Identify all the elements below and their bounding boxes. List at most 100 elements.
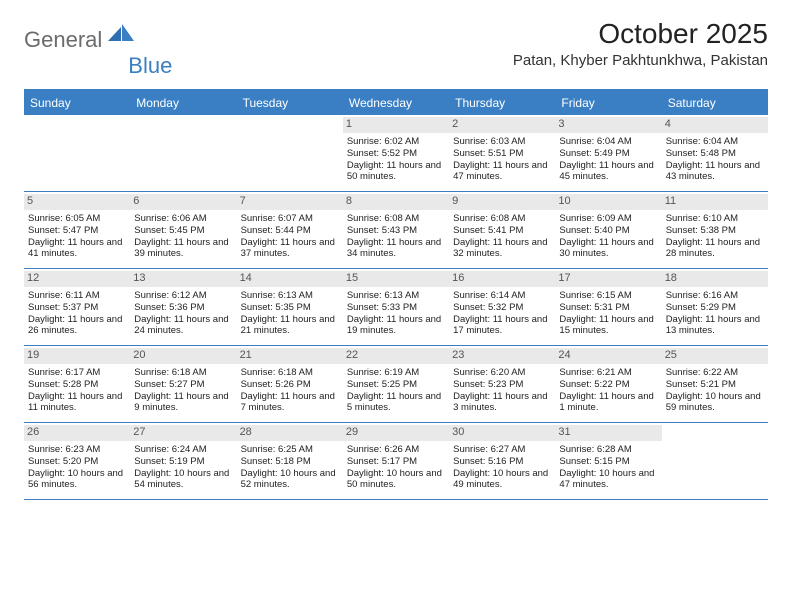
day-cell: 26Sunrise: 6:23 AMSunset: 5:20 PMDayligh… [24, 423, 130, 499]
day-number: 28 [237, 425, 343, 441]
sunrise-text: Sunrise: 6:06 AM [134, 213, 232, 225]
day-cell: 17Sunrise: 6:15 AMSunset: 5:31 PMDayligh… [555, 269, 661, 345]
day-number: 20 [130, 348, 236, 364]
daylight-text: Daylight: 11 hours and 9 minutes. [134, 391, 232, 415]
sunset-text: Sunset: 5:18 PM [241, 456, 339, 468]
day-number: 26 [24, 425, 130, 441]
daylight-text: Daylight: 11 hours and 34 minutes. [347, 237, 445, 261]
day-number: 16 [449, 271, 555, 287]
day-number: 21 [237, 348, 343, 364]
brand-logo: General [24, 24, 136, 55]
sunrise-text: Sunrise: 6:09 AM [559, 213, 657, 225]
day-cell [130, 115, 236, 191]
day-cell [662, 423, 768, 499]
brand-sail-icon [108, 24, 134, 47]
day-cell: 12Sunrise: 6:11 AMSunset: 5:37 PMDayligh… [24, 269, 130, 345]
daylight-text: Daylight: 10 hours and 52 minutes. [241, 468, 339, 492]
brand-name-a: General [24, 27, 102, 53]
day-number: 25 [662, 348, 768, 364]
sunset-text: Sunset: 5:27 PM [134, 379, 232, 391]
sunrise-text: Sunrise: 6:18 AM [134, 367, 232, 379]
day-cell: 10Sunrise: 6:09 AMSunset: 5:40 PMDayligh… [555, 192, 661, 268]
day-cell: 18Sunrise: 6:16 AMSunset: 5:29 PMDayligh… [662, 269, 768, 345]
sunrise-text: Sunrise: 6:17 AM [28, 367, 126, 379]
day-cell: 2 Sunrise: 6:03 AMSunset: 5:51 PMDaylight… [449, 115, 555, 191]
daylight-text: Daylight: 11 hours and 30 minutes. [559, 237, 657, 261]
daylight-text: Daylight: 10 hours and 49 minutes. [453, 468, 551, 492]
sunrise-text: Sunrise: 6:23 AM [28, 444, 126, 456]
week-row: 5Sunrise: 6:05 AMSunset: 5:47 PMDaylight… [24, 192, 768, 269]
day-cell: 7Sunrise: 6:07 AMSunset: 5:44 PMDaylight… [237, 192, 343, 268]
sunset-text: Sunset: 5:37 PM [28, 302, 126, 314]
sunrise-text: Sunrise: 6:28 AM [559, 444, 657, 456]
sunset-text: Sunset: 5:20 PM [28, 456, 126, 468]
sunset-text: Sunset: 5:41 PM [453, 225, 551, 237]
location-text: Patan, Khyber Pakhtunkhwa, Pakistan [513, 52, 768, 69]
daylight-text: Daylight: 11 hours and 21 minutes. [241, 314, 339, 338]
sunset-text: Sunset: 5:15 PM [559, 456, 657, 468]
daylight-text: Daylight: 11 hours and 15 minutes. [559, 314, 657, 338]
day-number: 2 [449, 117, 555, 133]
week-row: 12Sunrise: 6:11 AMSunset: 5:37 PMDayligh… [24, 269, 768, 346]
weekday-header: Saturday [662, 91, 768, 115]
day-cell: 31Sunrise: 6:28 AMSunset: 5:15 PMDayligh… [555, 423, 661, 499]
daylight-text: Daylight: 11 hours and 37 minutes. [241, 237, 339, 261]
day-number: 3 [555, 117, 661, 133]
day-cell: 23Sunrise: 6:20 AMSunset: 5:23 PMDayligh… [449, 346, 555, 422]
sunset-text: Sunset: 5:21 PM [666, 379, 764, 391]
daylight-text: Daylight: 11 hours and 41 minutes. [28, 237, 126, 261]
month-title: October 2025 [513, 18, 768, 50]
daylight-text: Daylight: 11 hours and 43 minutes. [666, 160, 764, 184]
sunset-text: Sunset: 5:19 PM [134, 456, 232, 468]
day-number: 5 [24, 194, 130, 210]
sunrise-text: Sunrise: 6:26 AM [347, 444, 445, 456]
title-block: October 2025 Patan, Khyber Pakhtunkhwa, … [513, 18, 768, 69]
daylight-text: Daylight: 10 hours and 54 minutes. [134, 468, 232, 492]
day-cell: 24Sunrise: 6:21 AMSunset: 5:22 PMDayligh… [555, 346, 661, 422]
weekday-header: Sunday [24, 91, 130, 115]
sunset-text: Sunset: 5:36 PM [134, 302, 232, 314]
day-cell: 20 Sunrise: 6:18 AMSunset: 5:27 PMDayligh… [130, 346, 236, 422]
sunrise-text: Sunrise: 6:11 AM [28, 290, 126, 302]
weekday-header: Tuesday [237, 91, 343, 115]
day-number: 6 [130, 194, 236, 210]
day-number: 14 [237, 271, 343, 287]
day-number: 1 [343, 117, 449, 133]
weekday-header-row: Sunday Monday Tuesday Wednesday Thursday… [24, 91, 768, 115]
sunrise-text: Sunrise: 6:21 AM [559, 367, 657, 379]
sunset-text: Sunset: 5:40 PM [559, 225, 657, 237]
daylight-text: Daylight: 11 hours and 1 minute. [559, 391, 657, 415]
day-cell: 29Sunrise: 6:26 AMSunset: 5:17 PMDayligh… [343, 423, 449, 499]
sunrise-text: Sunrise: 6:18 AM [241, 367, 339, 379]
day-cell: 4Sunrise: 6:04 AMSunset: 5:48 PMDaylight… [662, 115, 768, 191]
day-cell: 1Sunrise: 6:02 AMSunset: 5:52 PMDaylight… [343, 115, 449, 191]
day-number: 18 [662, 271, 768, 287]
day-cell: 19Sunrise: 6:17 AMSunset: 5:28 PMDayligh… [24, 346, 130, 422]
calendar-page: General October 2025 Patan, Khyber Pakht… [0, 0, 792, 518]
daylight-text: Daylight: 11 hours and 28 minutes. [666, 237, 764, 261]
day-number: 27 [130, 425, 236, 441]
daylight-text: Daylight: 11 hours and 50 minutes. [347, 160, 445, 184]
daylight-text: Daylight: 11 hours and 19 minutes. [347, 314, 445, 338]
day-cell: 14Sunrise: 6:13 AMSunset: 5:35 PMDayligh… [237, 269, 343, 345]
sunset-text: Sunset: 5:43 PM [347, 225, 445, 237]
sunrise-text: Sunrise: 6:03 AM [453, 136, 551, 148]
day-cell: 8Sunrise: 6:08 AMSunset: 5:43 PMDaylight… [343, 192, 449, 268]
sunset-text: Sunset: 5:45 PM [134, 225, 232, 237]
daylight-text: Daylight: 11 hours and 39 minutes. [134, 237, 232, 261]
week-row: 19Sunrise: 6:17 AMSunset: 5:28 PMDayligh… [24, 346, 768, 423]
sunset-text: Sunset: 5:25 PM [347, 379, 445, 391]
weekday-header: Wednesday [343, 91, 449, 115]
daylight-text: Daylight: 11 hours and 47 minutes. [453, 160, 551, 184]
day-number: 30 [449, 425, 555, 441]
sunrise-text: Sunrise: 6:04 AM [559, 136, 657, 148]
sunrise-text: Sunrise: 6:22 AM [666, 367, 764, 379]
week-row: 26 Sunrise: 6:23 AMSunset: 5:20 PM Dayligh… [24, 423, 768, 500]
calendar-grid: Sunday Monday Tuesday Wednesday Thursday… [24, 89, 768, 500]
sunset-text: Sunset: 5:51 PM [453, 148, 551, 160]
sunrise-text: Sunrise: 6:12 AM [134, 290, 232, 302]
day-cell: 3Sunrise: 6:04 AMSunset: 5:49 PMDaylight… [555, 115, 661, 191]
sunrise-text: Sunrise: 6:15 AM [559, 290, 657, 302]
day-number: 23 [449, 348, 555, 364]
weekday-header: Monday [130, 91, 236, 115]
